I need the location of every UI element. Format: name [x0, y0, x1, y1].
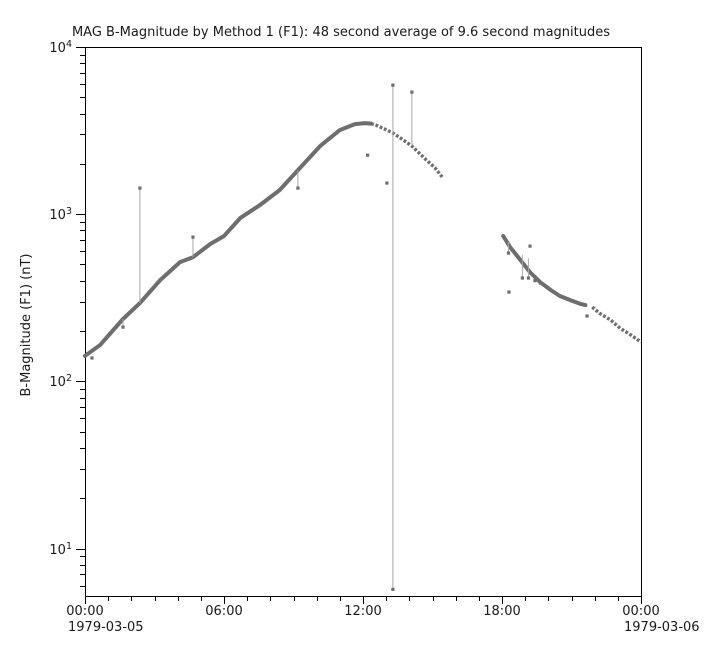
data-point-marker: [191, 235, 195, 239]
data-point-marker: [507, 290, 511, 294]
data-point-marker: [410, 90, 414, 94]
data-point-marker: [391, 587, 395, 591]
y-tick-label: 103: [49, 206, 72, 224]
x-tick-label: 00:00: [622, 604, 660, 619]
data-point-marker: [385, 181, 389, 185]
data-point-marker: [533, 279, 537, 283]
plot-border: [85, 47, 642, 597]
data-point-marker: [538, 281, 543, 285]
data-point-marker: [121, 325, 125, 329]
data-point-marker: [138, 186, 142, 190]
x-tick-label: 00:00: [66, 604, 104, 619]
data-curve-segment: [501, 234, 588, 308]
x-tick-label: 06:00: [205, 604, 243, 619]
data-point-marker: [528, 244, 532, 248]
y-tick-label: 104: [49, 39, 72, 56]
data-point-marker: [520, 276, 524, 280]
data-point-marker: [526, 276, 531, 280]
y-tick-label: 102: [49, 373, 72, 391]
x-axis-date-label: 1979-03-05: [68, 620, 144, 635]
data-curve-segment: [591, 305, 642, 344]
chart-title: MAG B-Magnitude by Method 1 (F1): 48 sec…: [71, 25, 611, 40]
x-tick-label: 18:00: [483, 604, 521, 619]
data-point-marker: [391, 83, 395, 87]
x-axis-date-label: 1979-03-06: [624, 620, 700, 635]
x-tick-label: 12:00: [344, 604, 382, 619]
data-point-marker: [585, 314, 589, 318]
data-point-marker: [90, 356, 94, 360]
data-curve-segment: [370, 121, 444, 179]
data-curve-segment: [83, 121, 374, 358]
axes-frame: [76, 47, 642, 604]
data-point-marker: [366, 153, 370, 157]
data-point-marker: [296, 186, 300, 190]
y-tick-label: 101: [49, 540, 72, 558]
data-point-marker: [506, 251, 511, 255]
